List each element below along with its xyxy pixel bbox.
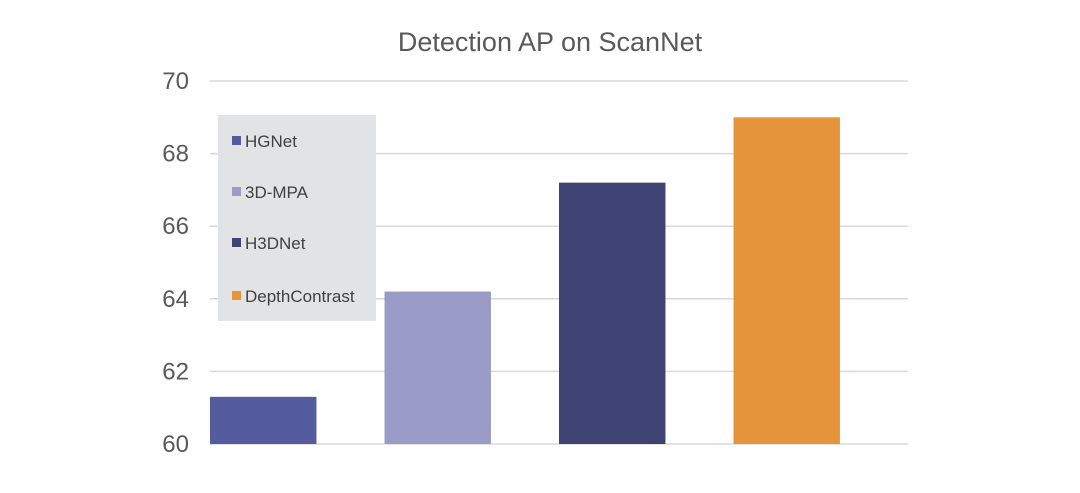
legend-swatch: [232, 291, 241, 300]
legend: HGNet 3D-MPA H3DNet DepthContrast: [218, 115, 376, 321]
y-tick-label: 64: [162, 286, 189, 313]
legend-swatch: [232, 136, 241, 145]
legend-label: DepthContrast: [245, 287, 355, 306]
y-axis-ticks: 60 62 64 66 68 70: [162, 68, 189, 458]
bars: [210, 117, 840, 445]
bar-depthcontrast: [733, 117, 840, 445]
legend-swatch: [232, 187, 241, 196]
legend-label: 3D-MPA: [245, 183, 309, 202]
y-tick-label: 70: [162, 68, 189, 95]
y-tick-label: 60: [162, 431, 189, 458]
bar-3d-mpa: [384, 291, 491, 444]
legend-swatch: [232, 238, 241, 247]
y-tick-label: 68: [162, 141, 189, 168]
bar-hgnet: [210, 396, 317, 444]
bar-h3dnet: [559, 182, 666, 444]
chart-title: Detection AP on ScanNet: [398, 27, 703, 57]
legend-background: [218, 115, 376, 321]
legend-label: H3DNet: [245, 234, 306, 253]
y-tick-label: 66: [162, 213, 189, 240]
legend-label: HGNet: [245, 132, 297, 151]
y-tick-label: 62: [162, 358, 189, 385]
